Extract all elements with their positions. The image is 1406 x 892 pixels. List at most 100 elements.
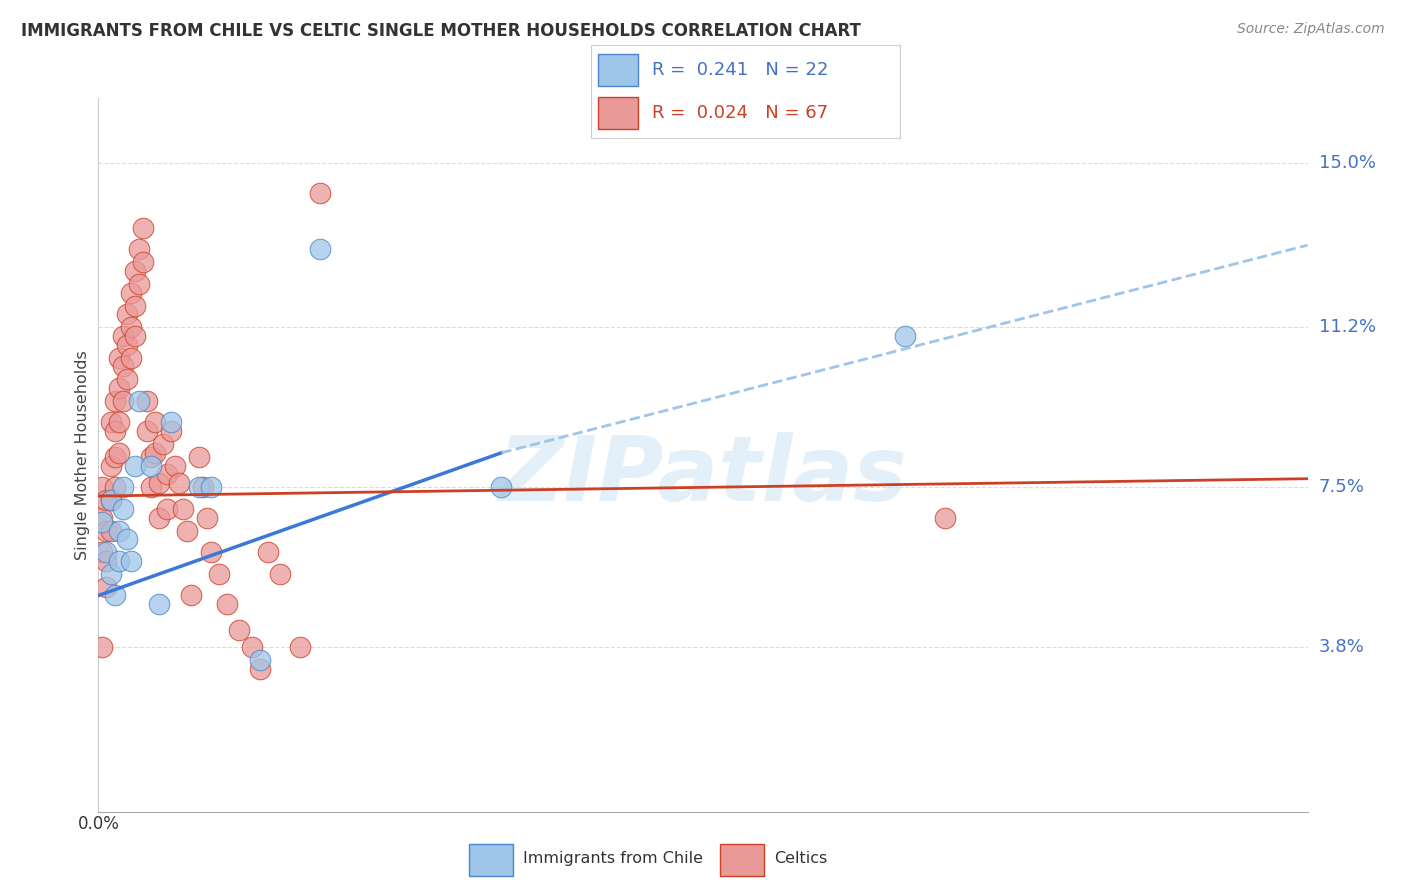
Point [103,480,125,494]
Point [96,545,118,559]
Point [91,515,114,529]
Point [269,566,291,581]
Point [91,480,114,494]
Point [107,524,129,538]
Point [103,450,125,464]
Point [143,446,166,460]
Point [195,510,218,524]
Point [139,458,162,473]
Point [893,329,915,343]
Point [156,502,179,516]
Point [128,393,150,408]
Point [100,458,122,473]
Point [100,566,122,581]
Point [115,533,138,547]
Point [128,277,150,291]
Text: IMMIGRANTS FROM CHILE VS CELTIC SINGLE MOTHER HOUSEHOLDS CORRELATION CHART: IMMIGRANTS FROM CHILE VS CELTIC SINGLE M… [21,22,860,40]
Point [91,640,114,655]
Point [135,393,157,408]
Text: 15.0%: 15.0% [1319,154,1375,172]
Text: 7.5%: 7.5% [1319,478,1365,496]
Point [111,329,134,343]
Point [107,416,129,430]
Text: Immigrants from Chile: Immigrants from Chile [523,851,703,866]
Point [124,458,146,473]
Point [288,640,311,655]
Point [148,510,170,524]
Point [200,545,222,559]
Point [176,524,198,538]
Point [103,424,125,438]
Point [249,653,271,667]
Point [111,359,134,374]
Point [120,320,142,334]
Point [160,416,183,430]
Point [124,264,146,278]
Point [160,424,183,438]
Point [934,510,956,524]
Point [256,545,278,559]
Point [107,351,129,365]
Point [96,493,118,508]
Point [96,554,118,568]
Point [148,476,170,491]
Point [111,480,134,494]
Point [96,524,118,538]
Point [100,493,122,508]
Point [107,446,129,460]
Point [240,640,263,655]
Point [115,372,138,386]
Point [143,416,166,430]
Point [124,299,146,313]
Text: Celtics: Celtics [773,851,827,866]
Text: 0.0%: 0.0% [77,815,120,833]
Point [180,589,202,603]
Text: Source: ZipAtlas.com: Source: ZipAtlas.com [1237,22,1385,37]
Point [156,467,179,482]
Point [107,381,129,395]
Point [167,476,190,491]
Point [96,580,118,594]
Point [103,393,125,408]
Point [309,243,332,257]
Point [188,480,211,494]
Point [132,255,155,269]
Text: 11.2%: 11.2% [1319,318,1376,336]
Point [193,480,215,494]
Point [91,510,114,524]
Point [120,554,142,568]
Point [309,186,332,201]
Point [188,450,211,464]
Point [100,524,122,538]
Point [208,566,231,581]
Point [100,493,122,508]
Point [132,220,155,235]
Point [115,307,138,321]
Point [152,437,174,451]
Point [111,502,134,516]
Point [91,545,114,559]
Point [200,480,222,494]
Point [107,554,129,568]
Point [100,416,122,430]
Text: R =  0.241   N = 22: R = 0.241 N = 22 [652,61,828,78]
Point [139,480,162,494]
Bar [720,844,765,876]
Point [491,480,513,494]
Point [163,458,186,473]
Point [249,662,271,676]
Point [124,329,146,343]
Point [217,597,239,611]
Text: R =  0.024   N = 67: R = 0.024 N = 67 [652,104,828,122]
Text: 3.8%: 3.8% [1319,639,1364,657]
Text: ZIPatlas: ZIPatlas [499,433,907,520]
Bar [470,844,513,876]
Point [139,450,162,464]
Point [111,393,134,408]
Point [128,243,150,257]
Point [135,424,157,438]
Bar [599,54,638,86]
Bar [599,97,638,129]
Point [172,502,194,516]
Point [103,589,125,603]
